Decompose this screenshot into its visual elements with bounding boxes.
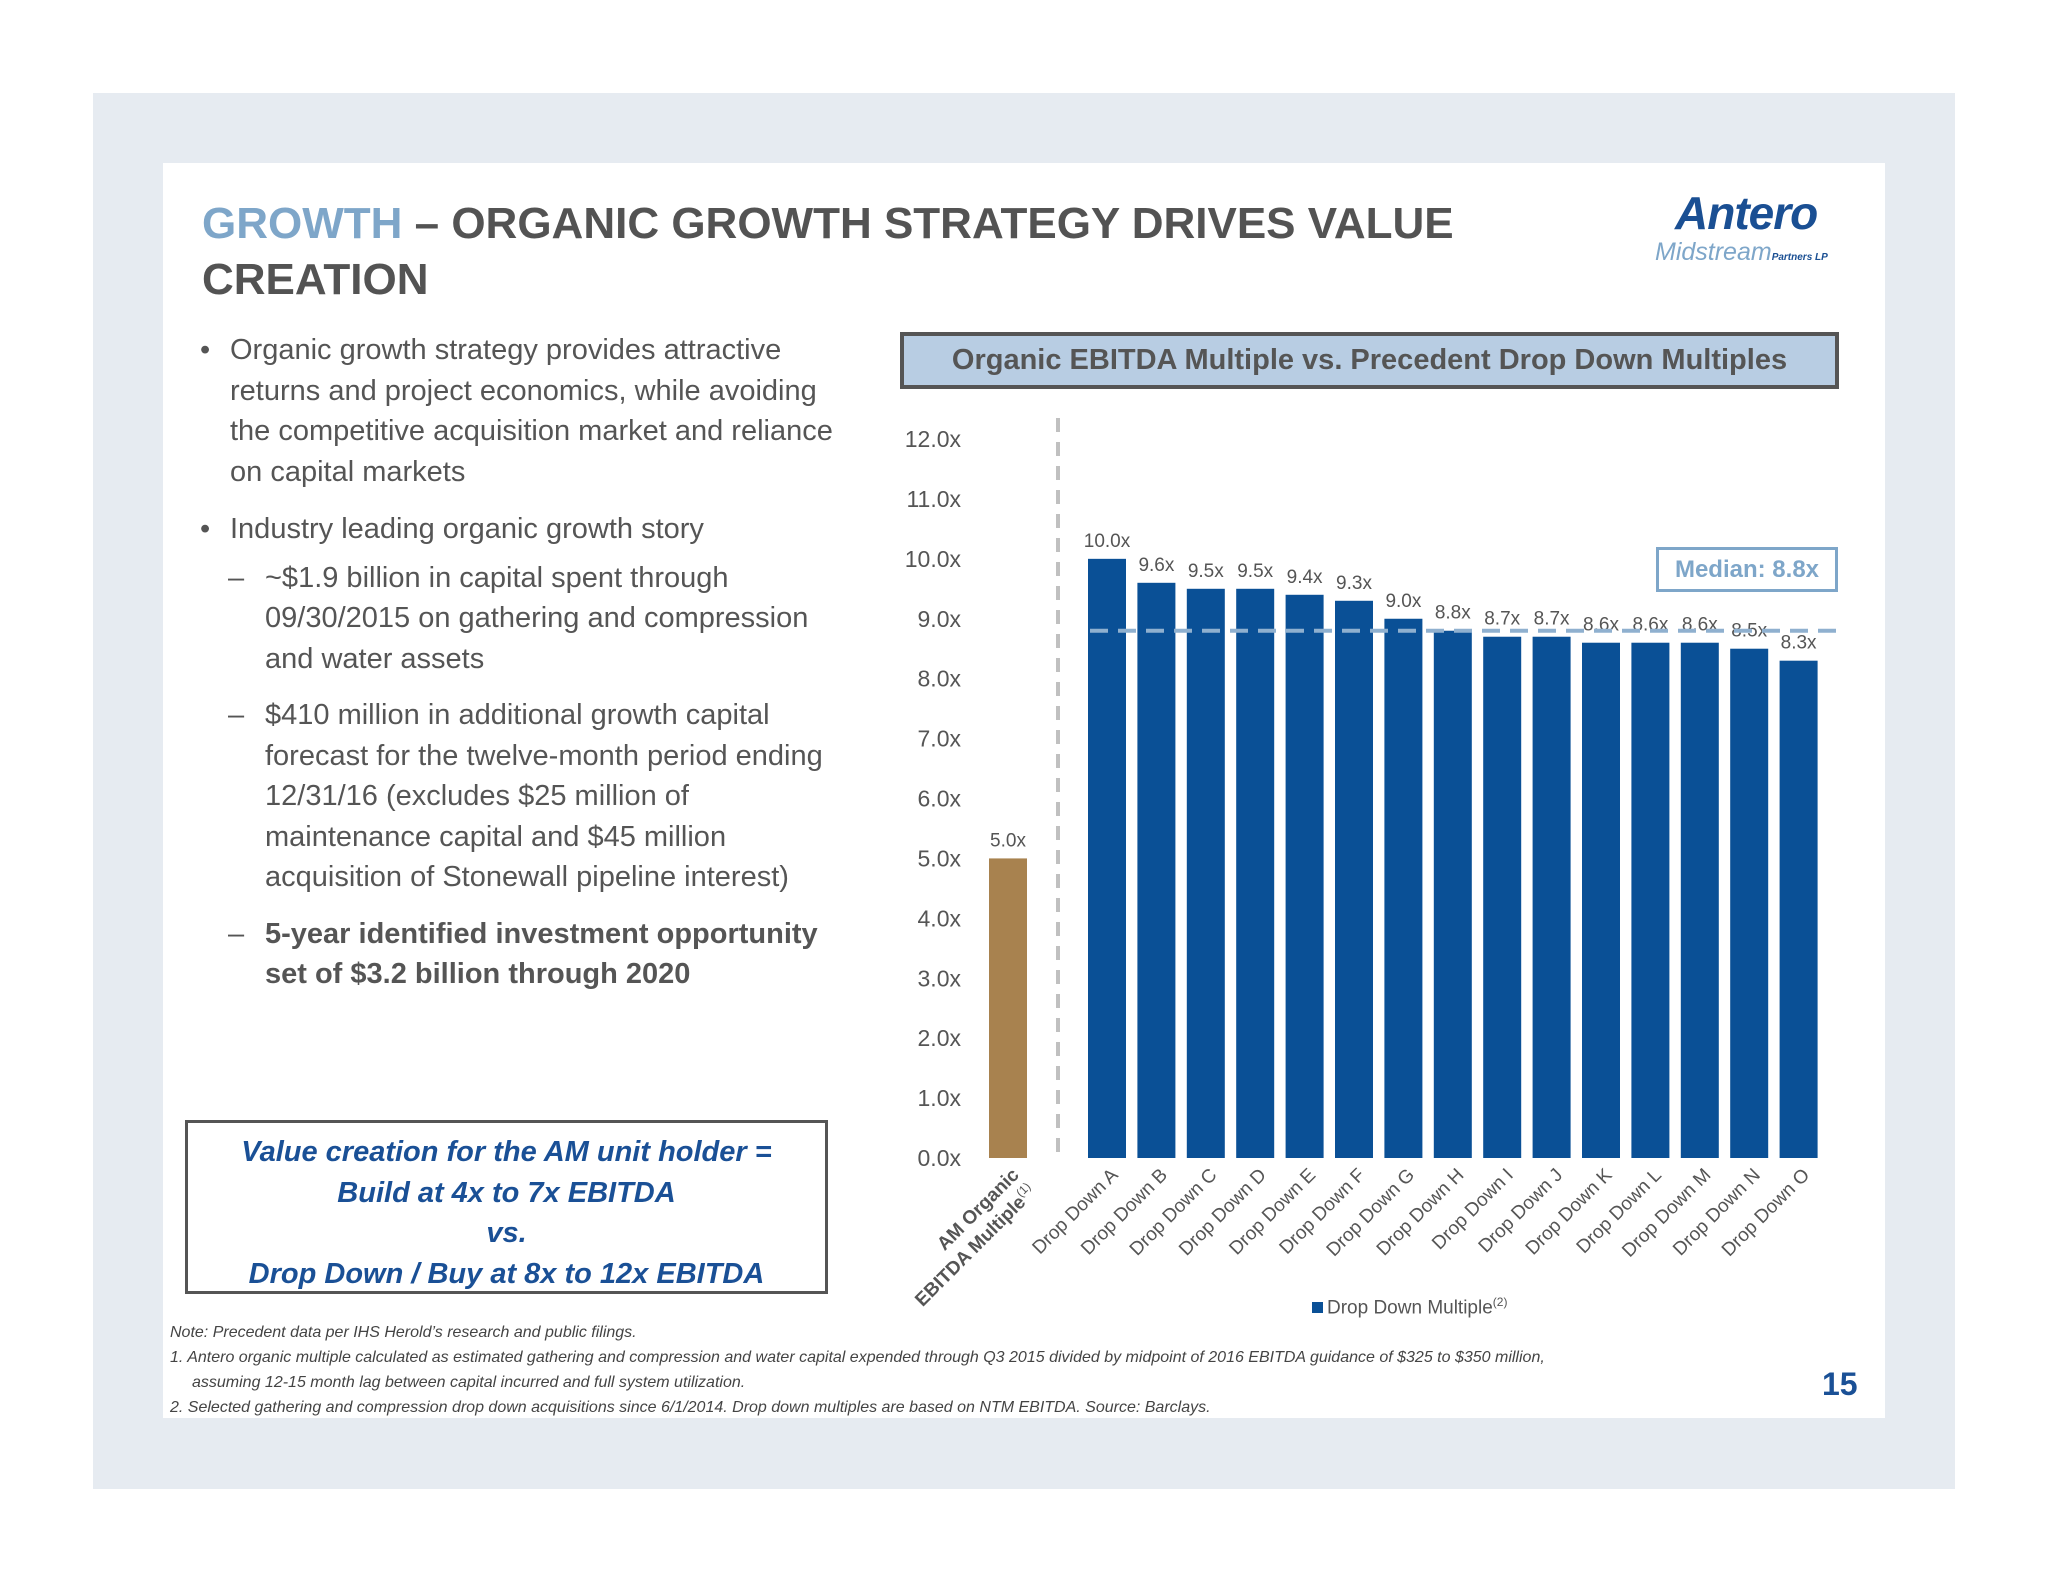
logo-name: Antero — [1675, 187, 1818, 239]
bar — [1779, 660, 1818, 1158]
page-number: 15 — [1822, 1366, 1858, 1402]
data-label: 8.7x — [1484, 609, 1520, 630]
data-label: 9.5x — [1237, 561, 1273, 582]
data-label: 9.6x — [1138, 555, 1174, 576]
bar — [1631, 642, 1670, 1158]
chart-legend: Drop Down Multiple(2) — [1312, 1295, 1507, 1319]
data-label: 9.3x — [1336, 573, 1372, 594]
y-tick-label: 2.0x — [918, 1025, 962, 1051]
data-label: 9.5x — [1188, 561, 1224, 582]
bar — [1384, 618, 1423, 1158]
bar — [1730, 648, 1769, 1158]
bar — [1582, 642, 1620, 1158]
sub-bullet-item: – $410 million in additional growth capit… — [228, 699, 823, 893]
bar — [1335, 600, 1373, 1158]
data-label: 8.7x — [1534, 609, 1570, 630]
x-tick-label: Drop Down A — [1029, 1164, 1123, 1258]
x-tick-label: Drop Down F — [1276, 1165, 1370, 1259]
x-tick-label: AM OrganicEBITDA Multiple(1) — [894, 1164, 1041, 1311]
bar — [1088, 558, 1126, 1158]
chart-title: Organic EBITDA Multiple vs. Precedent Dr… — [900, 332, 1839, 389]
legend-swatch — [1312, 1302, 1323, 1314]
logo-sub: Midstream — [1655, 238, 1772, 266]
bar — [989, 858, 1027, 1158]
y-tick-label: 10.0x — [905, 546, 962, 572]
y-tick-label: 6.0x — [918, 786, 962, 812]
median-label: Median: 8.8x — [1656, 547, 1838, 592]
y-tick-label: 11.0x — [906, 486, 961, 512]
y-tick-label: 8.0x — [918, 666, 962, 692]
bar — [1483, 636, 1522, 1158]
logo-suffix: Partners LP — [1771, 252, 1828, 263]
footnotes: Note: Precedent data per IHS Herold’s re… — [170, 1324, 1545, 1416]
bar — [1236, 588, 1275, 1158]
title-rest: – ORGANIC GROWTH STRATEGY DRIVES VALUE C… — [202, 199, 1454, 304]
y-tick-label: 0.0x — [918, 1145, 962, 1171]
title-accent: GROWTH — [202, 199, 403, 248]
antero-logo: Antero MidstreamPartners LP — [1655, 186, 1865, 276]
bar — [1680, 642, 1719, 1158]
data-label: 8.3x — [1781, 633, 1817, 654]
bar — [1137, 582, 1176, 1158]
data-label: 9.0x — [1385, 591, 1421, 612]
value-creation-callout: Value creation for the AM unit holder = … — [185, 1120, 828, 1294]
bullet-item: • Organic growth strategy provides attrac… — [200, 334, 833, 488]
sub-bullet-item: – ~$1.9 billion in capital spent through … — [228, 561, 809, 675]
y-tick-label: 7.0x — [918, 726, 962, 752]
bullet-item: • Industry leading organic growth story — [200, 513, 704, 545]
bullet-list: • Organic growth strategy provides attrac… — [200, 330, 860, 1011]
bar — [1433, 630, 1472, 1158]
y-tick-label: 9.0x — [918, 606, 962, 632]
y-tick-label: 12.0x — [905, 426, 962, 452]
y-tick-label: 1.0x — [918, 1085, 962, 1111]
bar — [1186, 588, 1225, 1158]
data-label: 5.0x — [990, 830, 1026, 851]
page-title: GROWTH – ORGANIC GROWTH STRATEGY DRIVES … — [202, 196, 1582, 308]
data-label: 10.0x — [1084, 531, 1131, 552]
y-tick-label: 4.0x — [918, 905, 962, 931]
sub-bullet-item: –5-year identified investment opportunit… — [228, 917, 818, 991]
data-label: 8.8x — [1435, 603, 1471, 624]
y-tick-label: 5.0x — [918, 845, 962, 871]
y-tick-label: 3.0x — [918, 965, 962, 991]
x-tick-label: Drop Down O — [1718, 1165, 1814, 1261]
bar — [1285, 594, 1324, 1158]
bar — [1532, 636, 1571, 1158]
data-label: 9.4x — [1287, 567, 1323, 588]
